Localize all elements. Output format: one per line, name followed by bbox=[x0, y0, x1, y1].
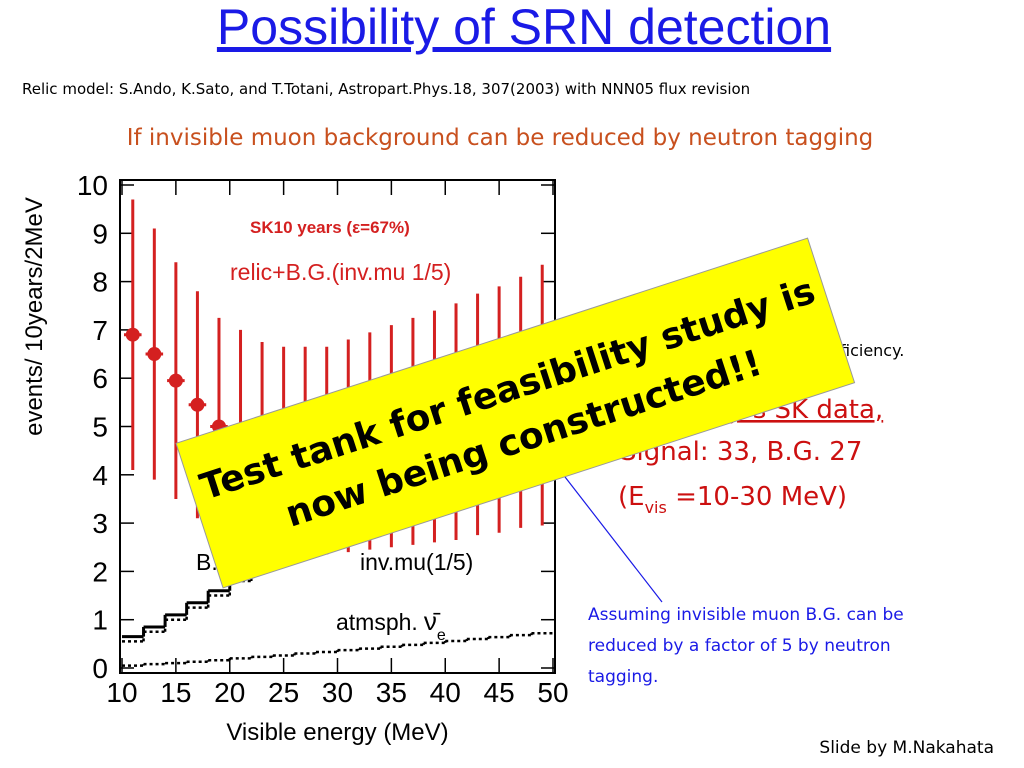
x-tick-label: 10 bbox=[106, 677, 137, 708]
y-tick-label: 3 bbox=[92, 508, 108, 539]
x-tick-label: 15 bbox=[160, 677, 191, 708]
y-tick-label: 7 bbox=[92, 315, 108, 346]
y-tick-label: 10 bbox=[77, 170, 108, 201]
annotation-part: ν̄ bbox=[424, 606, 441, 636]
annotation: atmsph. ν̄e bbox=[336, 606, 446, 644]
y-tick-label: 9 bbox=[92, 218, 108, 249]
data-point bbox=[147, 347, 162, 362]
annotation-part: e bbox=[437, 627, 446, 644]
y-tick-label: 8 bbox=[92, 267, 108, 298]
y-axis-label: events/ 10years/2MeV bbox=[21, 197, 48, 436]
x-tick-label: 35 bbox=[376, 677, 407, 708]
y-tick-label: 2 bbox=[92, 556, 108, 587]
range-close: =10-30 MeV) bbox=[667, 482, 847, 512]
data-point bbox=[190, 397, 205, 412]
range-sub: vis bbox=[645, 498, 667, 517]
annotation: SK10 years (ε=67%) bbox=[250, 218, 410, 237]
note-line: Assuming invisible muon B.G. can be bbox=[588, 605, 904, 625]
annotation: relic+B.G.(inv.mu 1/5) bbox=[230, 259, 451, 285]
note-pointer bbox=[547, 454, 663, 603]
range-open: (E bbox=[618, 482, 645, 512]
side-fragment: ficiency. bbox=[840, 341, 904, 360]
annotation: inv.mu(1/5) bbox=[360, 549, 473, 575]
reference: Relic model: S.Ando, K.Sato, and T.Totan… bbox=[22, 80, 750, 98]
slide-title: Possibility of SRN detection bbox=[217, 0, 831, 55]
side-range: (Evis =10-30 MeV) bbox=[618, 482, 847, 517]
x-tick-label: 20 bbox=[214, 677, 245, 708]
data-point bbox=[168, 373, 183, 388]
y-tick-label: 4 bbox=[92, 460, 108, 491]
x-axis-label: Visible energy (MeV) bbox=[226, 719, 448, 746]
credit: Slide by M.Nakahata bbox=[819, 738, 994, 758]
x-tick-label: 40 bbox=[430, 677, 461, 708]
banner-box bbox=[175, 237, 856, 589]
y-tick-label: 5 bbox=[92, 412, 108, 443]
x-tick-label: 30 bbox=[322, 677, 353, 708]
annotation-part: atmsph. bbox=[336, 609, 418, 635]
x-tick-label: 50 bbox=[537, 677, 568, 708]
y-tick-label: 6 bbox=[92, 363, 108, 394]
data-point bbox=[125, 327, 140, 342]
note-line: reduced by a factor of 5 by neutron bbox=[588, 636, 891, 656]
y-tick-label: 1 bbox=[92, 605, 108, 636]
x-tick-label: 25 bbox=[268, 677, 299, 708]
x-tick-label: 45 bbox=[484, 677, 515, 708]
y-tick-label: 0 bbox=[92, 653, 108, 684]
heading: If invisible muon background can be redu… bbox=[127, 125, 874, 151]
note-line: tagging. bbox=[588, 667, 658, 687]
banner: Test tank for feasibility study is now b… bbox=[175, 237, 856, 589]
